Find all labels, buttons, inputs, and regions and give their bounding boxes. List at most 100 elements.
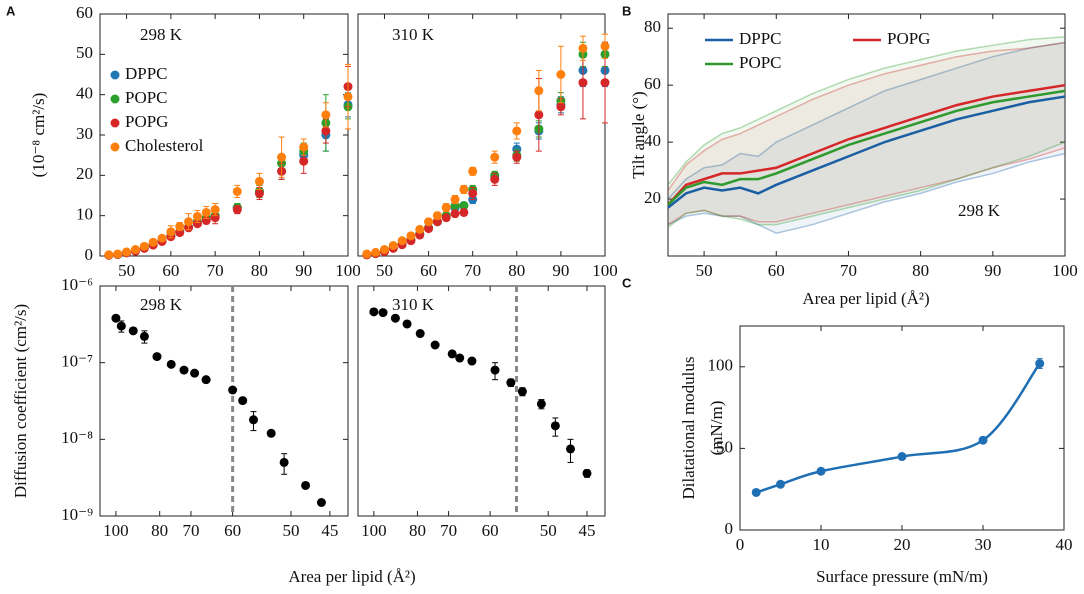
x-tick-label: 80 [251,261,268,280]
x-tick-label: 50 [540,521,557,540]
x-tick-label: 60 [482,521,499,540]
panel: 0 10 20 30 40 0 50 100 Surface pressure (mN/m) Di… [679,325,1073,586]
data-point [148,237,158,247]
plot-frame [739,325,1065,531]
line [667,89,1066,206]
x-tick-label: 70 [440,521,457,540]
x-tick-label: 10 [813,535,830,554]
x-tick-label: 70 [840,261,857,280]
data-point [751,487,761,497]
x-tick-label: 0 [736,535,745,554]
data-point [316,497,326,507]
data-point [299,156,309,166]
data-point [556,70,566,79]
annotation: 298 K [140,295,183,314]
y-tick-label: 60 [644,74,661,93]
legend-label: POPC [125,88,168,107]
x-tick-label: 100 [361,521,387,540]
y-tick-label: 10⁻⁷ [61,352,93,371]
data-point [128,326,138,336]
y-tick-label: 40 [644,131,661,150]
y-tick-label: 10⁻⁹ [61,505,93,524]
x-tick-label: 90 [984,261,1001,280]
annotation: 298 K [958,201,1001,220]
data-point [468,188,478,198]
plot-frame [357,13,606,257]
x-tick-label: 90 [295,261,312,280]
x-tick-label: 70 [182,521,199,540]
x-tick-label: 60 [768,261,785,280]
x-tick-label: 45 [321,521,338,540]
data-point [1035,359,1045,369]
data-point [506,378,516,388]
y-tick-label: 60 [76,3,93,22]
x-tick-label: 60 [420,261,437,280]
data-point [228,385,238,395]
x-tick-label: 45 [578,521,595,540]
y-tick-label: 20 [644,188,661,207]
y-tick-label: 10 [76,205,93,224]
data-point [277,152,287,162]
data-point [254,176,264,186]
band-edge [667,147,1066,226]
data-point [556,102,566,112]
data-point [467,356,477,366]
data-point [184,217,194,227]
data-point [192,219,202,229]
legend-label: DPPC [739,29,782,48]
data-point [201,207,211,217]
x-tick-label: 70 [207,261,224,280]
data-point [113,249,123,259]
y-tick-label: 80 [644,17,661,36]
panel: 100 80 70 60 50 45 310 K [357,285,606,540]
data-point [254,188,264,198]
data-point [166,359,176,369]
data-point [238,396,248,406]
data-point [321,110,331,120]
data-point [776,479,785,489]
data-point [388,241,398,251]
x-axis-label: Area per lipid (Å²) [802,289,929,308]
y-tick-label: 100 [708,356,734,375]
data-point [565,444,575,454]
data-point [450,195,460,205]
panel-label: C [622,275,632,290]
plot-frame [357,285,606,517]
x-axis-label: Surface pressure (mN/m) [816,567,988,586]
y-tick-label: 10⁻⁶ [61,275,93,294]
x-tick-label: 40 [1056,535,1073,554]
y-axis-label: (mN/m) [707,401,726,456]
x-tick-label: 70 [464,261,481,280]
data-point [369,307,379,317]
x-tick-label: 100 [103,521,129,540]
data-point [301,480,311,490]
annotation: 298 K [140,25,183,44]
data-point [190,368,200,378]
legend-marker [110,70,120,80]
x-axis-label: Area per lipid (Å²) [288,567,415,586]
data-point [104,250,114,260]
x-tick-label: 80 [912,261,929,280]
data-point [232,186,242,196]
data-point [415,224,425,234]
data-point [536,399,546,409]
data-point [192,211,202,221]
band-fill [668,36,1065,228]
y-tick-label: 40 [76,84,93,103]
data-point [343,92,353,102]
data-point [450,209,460,219]
data-point [424,217,434,227]
x-tick-label: 50 [376,261,393,280]
data-point [534,110,544,120]
data-point [517,387,527,397]
y-axis-label: Tilt angle (°) [629,91,648,178]
x-tick-label: 100 [1052,261,1078,280]
data-point [534,86,544,96]
x-tick-label: 80 [508,261,525,280]
data-point [279,457,289,467]
x-tick-label: 20 [894,535,911,554]
data-point [490,365,500,375]
legend-label: DPPC [125,64,168,83]
x-tick-label: 50 [696,261,713,280]
data-point [468,166,478,176]
